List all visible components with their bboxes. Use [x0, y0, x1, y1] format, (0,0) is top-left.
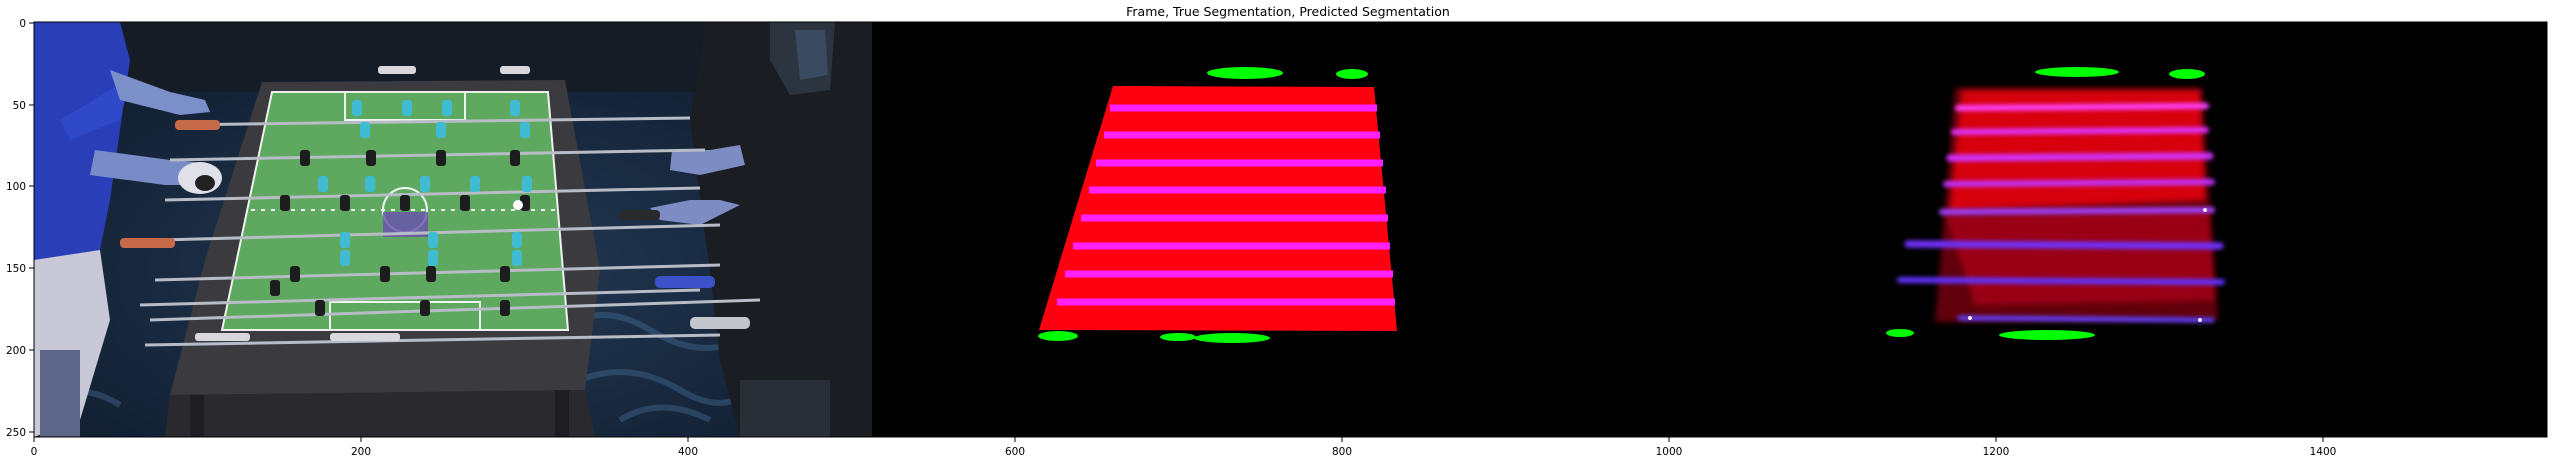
x-tick-label: 0: [31, 446, 38, 458]
ball: [513, 200, 523, 210]
x-axis: [33, 437, 2324, 442]
y-tick-label: 0: [19, 18, 26, 30]
x-tick-label: 1400: [2310, 446, 2337, 458]
predicted-segmentation-panel: [1886, 67, 2225, 340]
figure-title: Frame, True Segmentation, Predicted Segm…: [1126, 4, 1450, 19]
frame-panel: [34, 22, 872, 437]
x-tick-label: 1000: [1656, 446, 1683, 458]
y-axis: [29, 22, 34, 433]
y-tick-label: 100: [6, 181, 26, 193]
y-tick-label: 50: [13, 100, 26, 112]
y-tick-label: 200: [6, 345, 26, 357]
axes-frame: [33, 21, 2548, 438]
x-tick-label: 800: [1332, 446, 1352, 458]
rods: [120, 66, 761, 347]
y-tick-label: 250: [6, 427, 26, 439]
y-tick-label: 150: [6, 263, 26, 275]
right-player: [650, 22, 872, 437]
x-tick-label: 400: [678, 446, 698, 458]
left-player: [34, 22, 222, 437]
true-segmentation-panel: [1038, 67, 1397, 343]
x-tick-label: 200: [351, 446, 371, 458]
x-tick-label: 1200: [1983, 446, 2010, 458]
x-tick-label: 600: [1005, 446, 1025, 458]
